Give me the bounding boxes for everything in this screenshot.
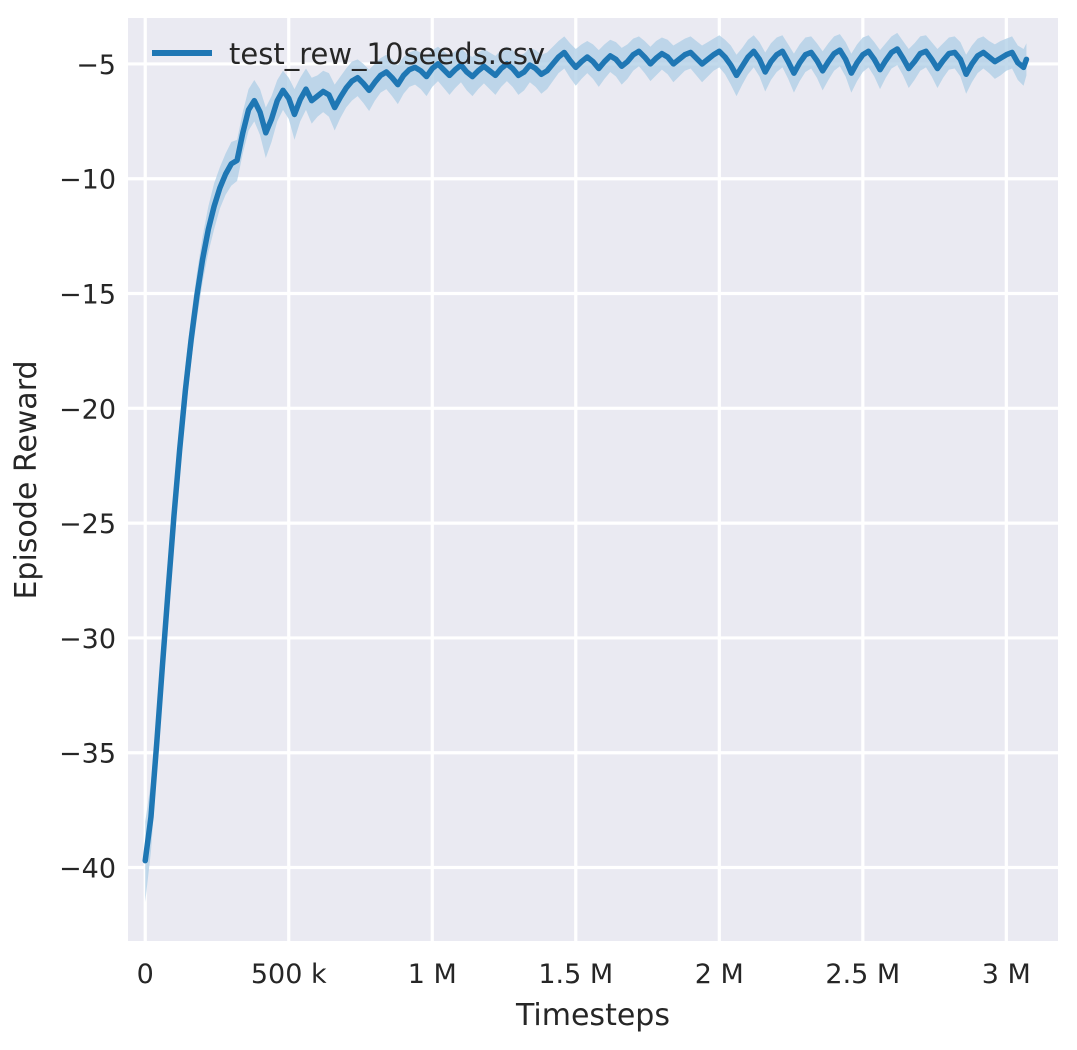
y-tick-label-5: −30 [59,624,116,655]
data-line-0 [142,46,1030,864]
x-gridlines [143,18,1008,941]
x-tick-label-1: 500 k [251,959,327,990]
legend-entry-label: test_rew_10seeds.csv [229,37,545,71]
x-tick-label-6: 3 M [982,959,1031,990]
chart-legend[interactable]: test_rew_10seeds.csv [152,37,545,71]
data-line-series [142,46,1030,864]
x-axis-tick-labels: 0 500 k 1 M 1.5 M 2 M 2.5 M 3 M [137,959,1031,990]
y-tick-label-4: −25 [59,509,116,540]
y-tick-label-2: −15 [59,280,116,311]
x-tick-label-4: 2 M [695,959,744,990]
x-tick-label-5: 2.5 M [825,959,900,990]
x-tick-label-0: 0 [137,959,154,990]
x-axis-title: Timesteps [515,998,670,1033]
x-tick-label-3: 1.5 M [538,959,613,990]
y-axis-tick-labels: −5 −10 −15 −20 −25 −30 −35 −40 [59,50,116,885]
axes-background [128,18,1058,941]
y-tick-label-1: −10 [59,165,116,196]
y-gridlines [128,62,1058,870]
y-tick-label-7: −40 [59,854,116,885]
y-axis-title: Episode Reward [9,360,44,599]
y-tick-label-0: −5 [76,50,116,81]
x-tick-label-2: 1 M [408,959,457,990]
y-tick-label-6: −35 [59,739,116,770]
y-tick-label-3: −20 [59,394,116,425]
